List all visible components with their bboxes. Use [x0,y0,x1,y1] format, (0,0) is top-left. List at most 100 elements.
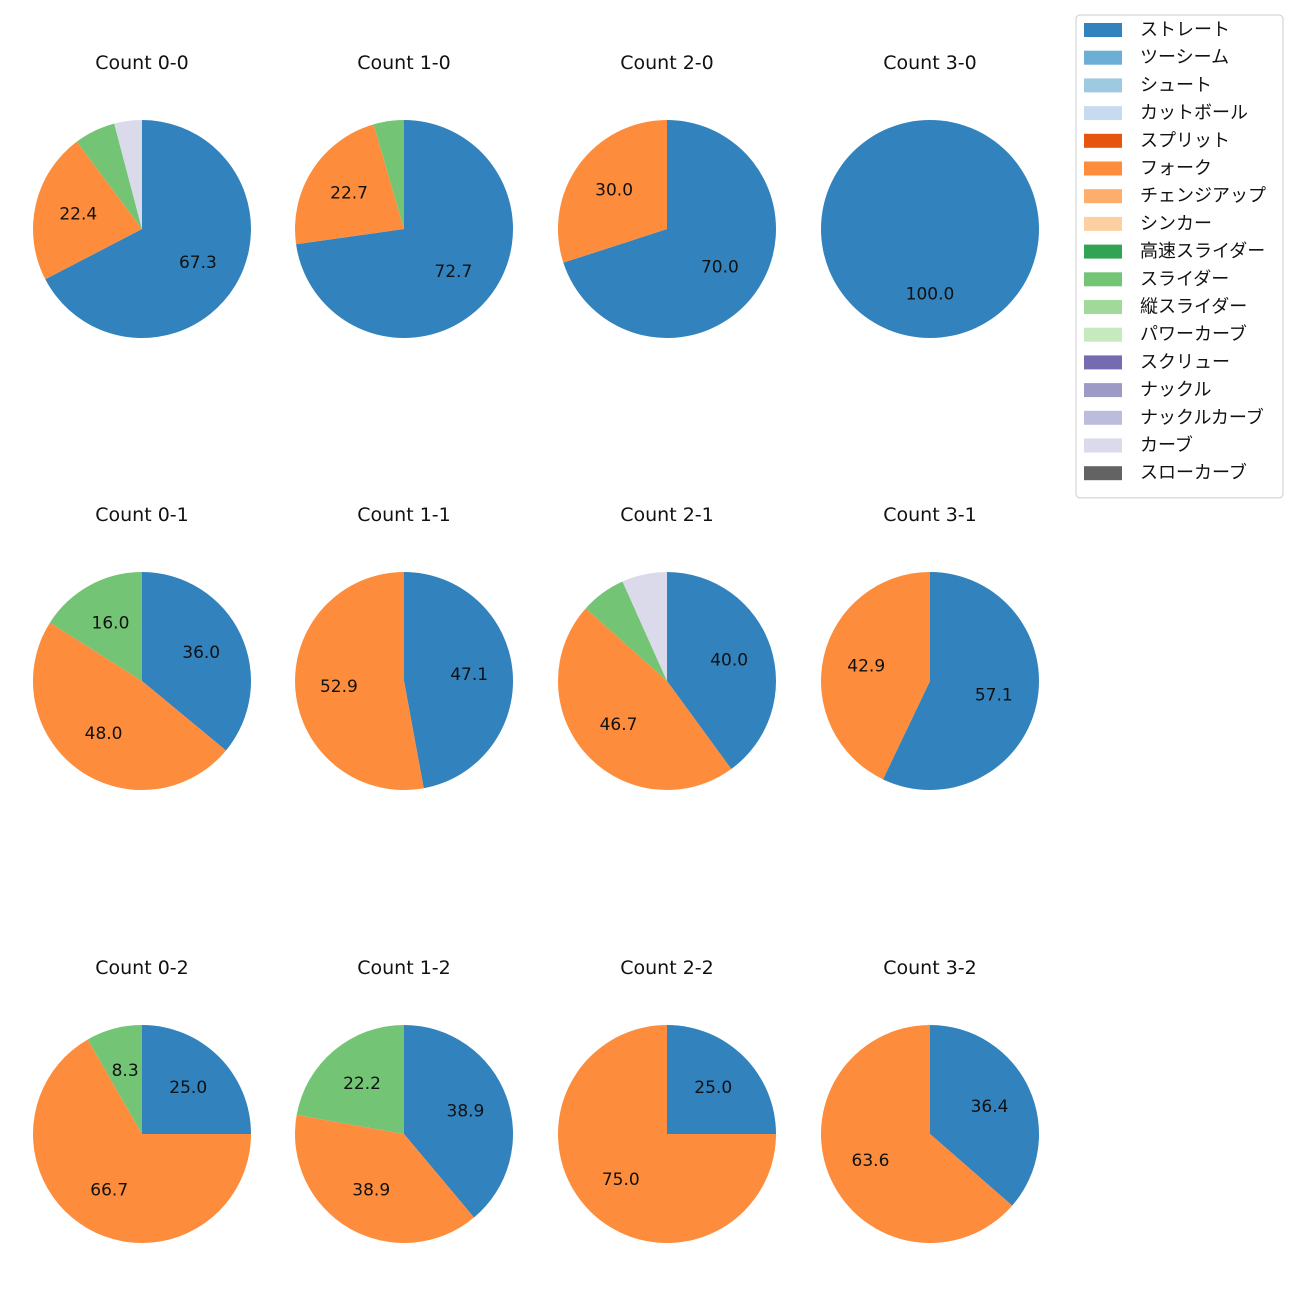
legend-label: フォーク [1140,158,1212,179]
pie-title: Count 1-1 [357,504,451,526]
slice-value-label: 30.0 [595,181,633,201]
pie-title: Count 2-0 [620,52,714,74]
pie-slice [296,120,514,338]
slice-value-label: 46.7 [600,715,638,735]
pie-title: Count 0-2 [95,957,189,979]
slice-value-label: 38.9 [447,1102,485,1122]
slice-value-label: 63.6 [852,1151,890,1171]
legend-label: 縦スライダー [1140,297,1247,318]
pie-12: Count 3-2 36.4 63.6 [820,957,1039,1243]
slice-value-label: 25.0 [694,1078,732,1098]
slice-value-label: 48.0 [85,724,123,744]
legend-swatch [1084,410,1122,425]
pie-slice [373,120,404,229]
pie-slice [295,572,424,790]
legend-label: ナックル [1140,380,1211,401]
pie-slice [558,608,732,790]
legend-swatch [1084,438,1122,453]
pie-slice [76,123,142,229]
slice-value-label: 66.7 [90,1181,128,1201]
pie-title: Count 1-0 [357,52,451,74]
slice-value-label: 100.0 [906,284,955,304]
legend-label: スクリュー [1140,352,1230,373]
pie-8: Count 3-1 57.1 42.9 [821,504,1040,791]
pie-title: Count 3-2 [883,957,977,979]
pie-5: Count 0-1 36.0 48.0 16.0 [32,504,252,791]
legend-swatch [1084,133,1122,148]
legend-swatch [1084,272,1122,287]
legend-label: スライダー [1140,269,1229,290]
legend-label: スローカーブ [1140,462,1247,484]
pie-slice [32,622,226,791]
slice-value-label: 16.0 [92,614,130,634]
pie-1: Count 0-0 67.3 22.4 [33,52,252,338]
legend-label: 高速スライダー [1140,241,1265,262]
pie-title: Count 0-0 [95,52,189,74]
slice-value-label: 36.0 [182,643,220,663]
slice-value-label: 22.4 [59,204,97,224]
pie-9: Count 0-2 25.0 66.7 8.3 [32,957,251,1244]
pie-4: Count 3-0 100.0 [821,52,1039,338]
pie-10: Count 1-2 38.9 38.9 22.2 [294,957,514,1244]
pie-slice [296,1025,404,1134]
pie-slice [930,1025,1039,1206]
legend-label: パワーカーブ [1140,323,1247,345]
legend-label: チェンジアップ [1140,186,1266,207]
slice-value-label: 42.9 [847,657,885,677]
pie-slice [87,1025,142,1134]
pie-slice [667,572,776,770]
pie-slice [295,124,404,245]
legend-swatch [1084,23,1122,37]
pie-3: Count 2-0 70.0 30.0 [557,52,776,338]
legend-swatch [1084,244,1122,259]
slice-value-label: 72.7 [434,262,472,282]
slice-value-label: 40.0 [710,651,748,671]
pie-title: Count 3-0 [883,52,977,74]
pie-slice [557,120,667,263]
pie-slice [558,1025,776,1243]
pie-slice [882,572,1040,791]
pie-slice [142,572,252,751]
legend-swatch [1084,106,1122,121]
slice-value-label: 52.9 [320,677,358,697]
slice-value-label: 47.1 [450,665,488,685]
legend-swatch [1084,300,1122,314]
legend-label: カットボール [1140,103,1248,124]
slice-value-label: 70.0 [701,257,739,277]
legend-swatch [1084,383,1122,398]
legend-swatch [1084,78,1122,93]
legend-label: シュート [1140,75,1212,96]
pie-title: Count 1-2 [357,957,451,979]
pie-slice [404,572,514,789]
legend-label: ツーシーム [1140,47,1229,68]
legend-frame [1075,14,1284,499]
pie-slice [32,1039,251,1244]
legend: ストレートツーシームシュートカットボールスプリットフォークチェンジアップシンカー… [1075,14,1284,499]
pie-slice [820,1025,1013,1243]
slice-value-label: 22.2 [343,1074,381,1094]
legend-label: ストレート [1140,20,1230,41]
slice-value-label: 36.4 [971,1097,1009,1117]
slice-value-label: 67.3 [179,253,217,273]
pie-7: Count 2-1 40.0 46.7 [558,504,776,790]
pie-slice [294,1114,475,1244]
legend-label: カーブ [1140,434,1193,456]
slice-value-label: 25.0 [169,1078,207,1098]
pie-title: Count 3-1 [883,504,977,526]
pie-11: Count 2-2 25.0 75.0 [558,957,776,1243]
pie-title: Count 2-1 [620,504,714,526]
slice-value-label: 75.0 [602,1170,640,1190]
pie-6: Count 1-1 47.1 52.9 [295,504,514,790]
slice-value-label: 8.3 [112,1061,139,1081]
pie-slice [45,119,252,338]
legend-swatch [1084,355,1122,370]
pie-slice [49,572,142,681]
pie-slice [667,1025,776,1134]
pie-slice [821,572,930,780]
legend-swatch [1084,189,1122,204]
legend-swatch [1084,50,1122,65]
pie-slice [622,572,667,681]
legend-label: シンカー [1140,213,1212,234]
slice-value-label: 38.9 [352,1181,390,1201]
